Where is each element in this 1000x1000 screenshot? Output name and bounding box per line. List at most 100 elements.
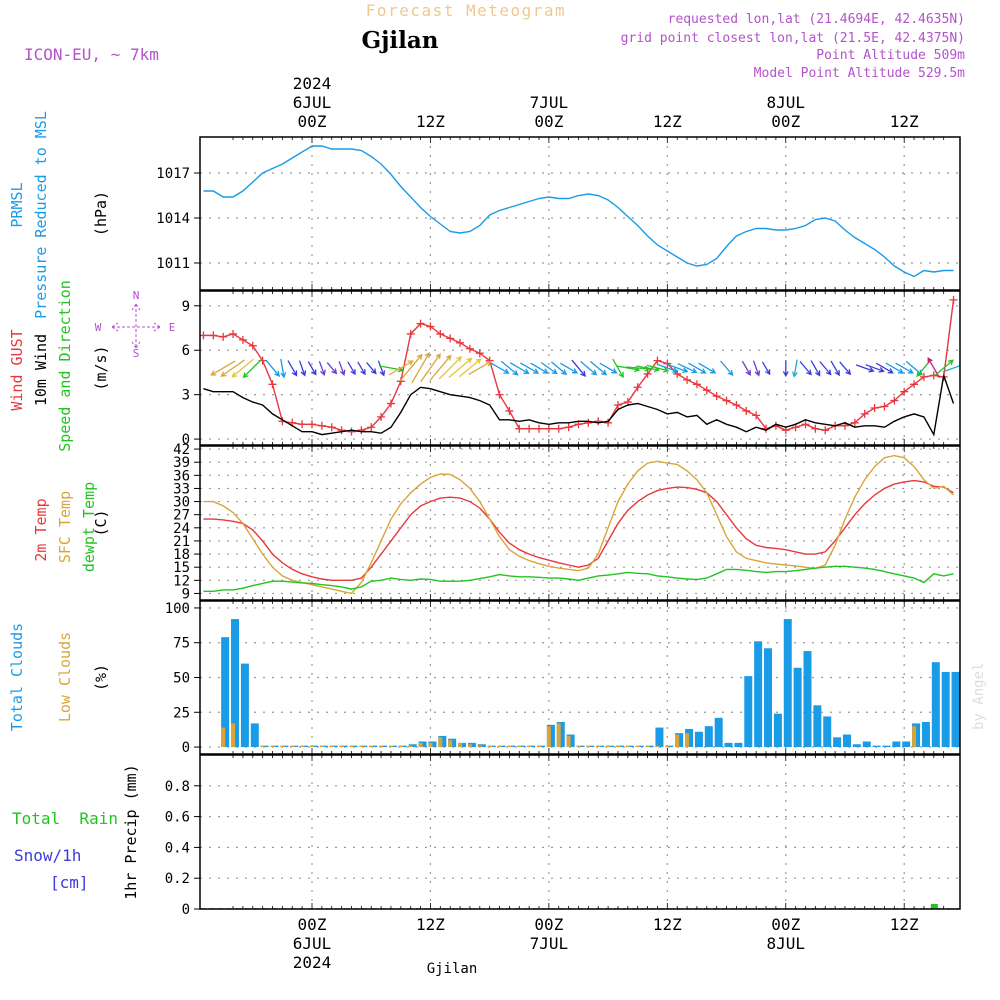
- low-cloud-bar: [408, 745, 413, 748]
- gust-marker: [643, 369, 652, 378]
- unit-label: (C): [92, 509, 110, 536]
- gust-marker: [209, 331, 218, 340]
- gust-marker: [525, 424, 534, 433]
- gust-marker: [870, 403, 879, 412]
- wind-direction-label: Speed and Direction: [56, 280, 74, 452]
- series-gust-line: [203, 299, 955, 433]
- total-cloud-bar: [250, 723, 259, 748]
- low-cloud-bar: [369, 745, 374, 748]
- y-tick-label: 12: [173, 573, 190, 589]
- temp2m-label: 2m Temp: [32, 498, 50, 561]
- wind-arrow: [589, 360, 608, 376]
- wind-arrow: [411, 351, 430, 384]
- requested-coords: requested lon,lat (21.4694E, 42.4635N): [668, 12, 965, 27]
- wind-arrow: [210, 360, 236, 376]
- gust-marker: [298, 420, 307, 429]
- low-cloud-bar: [546, 726, 551, 748]
- wind-arrow: [399, 353, 423, 382]
- low-cloud-bar: [665, 745, 670, 748]
- wind-arrow: [761, 361, 771, 376]
- bottom-time-label: 6JUL: [293, 934, 332, 953]
- total-cloud-bar: [793, 667, 802, 748]
- total-cloud-bar: [764, 648, 773, 748]
- wind-arrow: [698, 362, 717, 374]
- low-cloud-bar: [606, 745, 611, 748]
- compass-e: E: [169, 321, 176, 334]
- y-tick-label: 0: [182, 740, 190, 756]
- gust-marker: [752, 411, 761, 420]
- gust-marker: [900, 387, 909, 396]
- gust-marker: [535, 424, 544, 433]
- plot-area: [203, 145, 954, 278]
- plot-area: [221, 619, 960, 748]
- y-tick-label: 0.8: [165, 779, 190, 795]
- low-cloud-bar: [388, 745, 393, 748]
- gust-marker: [633, 383, 642, 392]
- y-tick-label: 1017: [156, 166, 190, 182]
- total-cloud-bar: [231, 619, 240, 748]
- wind-arrow: [530, 362, 549, 374]
- gust-marker: [702, 386, 711, 395]
- panel-frame: [199, 754, 961, 910]
- low-cloud-bar: [398, 745, 403, 748]
- total-cloud-bar: [221, 637, 230, 748]
- gust-marker: [495, 390, 504, 399]
- gust-marker: [821, 426, 830, 435]
- y-tick-label: 27: [173, 508, 190, 524]
- low-cloud-bar: [596, 745, 601, 748]
- bottom-time-label: 2024: [293, 953, 332, 972]
- bottom-time-label: 00Z: [771, 915, 800, 934]
- gust-marker: [367, 423, 376, 432]
- wind-arrow: [500, 360, 519, 376]
- gust-marker: [604, 418, 613, 427]
- top-time-label: 7JUL: [530, 93, 569, 112]
- wind-arrow: [265, 359, 280, 377]
- wind-arrow: [326, 362, 338, 375]
- total-rain-label: Total Rain: [12, 809, 118, 828]
- clouds-panel: 0 25 50 75 100 (%) Total Clouds Low Clouds: [8, 600, 961, 756]
- gust-marker: [426, 322, 435, 331]
- gust-marker: [436, 329, 445, 338]
- wind-arrow: [458, 358, 482, 378]
- low-cloud-bar: [339, 745, 344, 748]
- gust-marker: [850, 418, 859, 427]
- gust-marker: [554, 424, 563, 433]
- gust-marker: [949, 295, 958, 304]
- wind-arrow: [318, 361, 326, 376]
- wind-arrow: [934, 359, 954, 377]
- top-time-label: 00Z: [771, 112, 800, 131]
- total-cloud-bar: [773, 713, 782, 748]
- wind-arrow: [540, 361, 558, 375]
- low-cloud-bar: [359, 745, 364, 748]
- series-wind-line: [203, 375, 955, 437]
- y-tick-label: 30: [173, 495, 190, 511]
- bottom-time-label: 12Z: [416, 915, 445, 934]
- total-cloud-bar: [704, 726, 713, 748]
- gridpoint-coords: grid point closest lon,lat (21.5E, 42.43…: [621, 31, 965, 46]
- y-tick-label: 18: [173, 547, 190, 563]
- total-cloud-bar: [754, 641, 763, 748]
- low-cloud-bar: [270, 745, 275, 748]
- gust-marker: [416, 319, 425, 328]
- gust-marker: [732, 401, 741, 410]
- low-cloud-bar: [290, 745, 295, 748]
- wind-arrow: [366, 362, 377, 375]
- wind-arrow: [550, 361, 568, 375]
- total-cloud-bar: [744, 676, 753, 748]
- bottom-time-label: 00Z: [298, 915, 327, 934]
- total-cloud-bar: [507, 745, 516, 748]
- wind-panel: 0 3 6 9 (m/s) Wind GUST 10m Wind Speed and Dire…: [8, 280, 961, 452]
- wind-arrow: [612, 358, 624, 379]
- snow-label: Snow/1h: [14, 846, 81, 865]
- low-cloud-bar: [319, 745, 324, 748]
- top-time-label: 12Z: [416, 112, 445, 131]
- top-time-label: 2024: [293, 74, 332, 93]
- gust-marker: [663, 359, 672, 368]
- sfc-temp-label: SFC Temp: [56, 491, 74, 563]
- top-time-label: 12Z: [653, 112, 682, 131]
- gust-marker: [317, 421, 326, 430]
- unit-label: (hPa): [92, 191, 110, 236]
- wind-arrow: [298, 360, 307, 377]
- gust-marker: [584, 418, 593, 427]
